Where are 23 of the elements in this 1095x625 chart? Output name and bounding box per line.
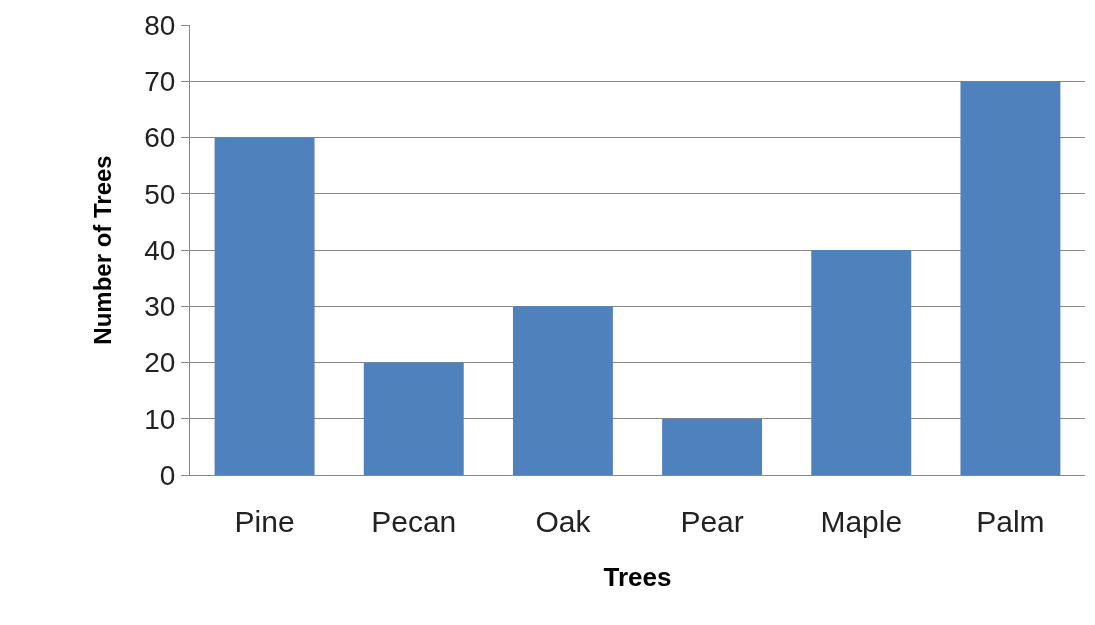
x-axis-title: Trees (603, 561, 672, 592)
bar (811, 250, 912, 475)
y-tick-label: 70 (144, 66, 176, 98)
y-tick-label: 80 (144, 9, 176, 41)
y-axis-title: Number of Trees (89, 155, 117, 345)
x-tick-label: Pecan (371, 505, 457, 538)
x-tick-label: Palm (976, 505, 1045, 538)
y-tick-label: 30 (144, 291, 176, 323)
x-tick-label: Oak (535, 505, 592, 538)
bar (214, 137, 315, 475)
bar (363, 362, 464, 475)
y-tick-label: 60 (144, 122, 176, 154)
bar (960, 81, 1061, 475)
x-tick-label: Pine (234, 505, 295, 538)
bar (512, 306, 613, 475)
y-tick-label: 20 (144, 347, 176, 379)
bar (662, 418, 763, 475)
y-tick-label: 50 (144, 178, 176, 210)
x-tick-label: Pear (680, 505, 744, 538)
x-tick-label: Maple (820, 505, 903, 538)
y-tick-label: 0 (159, 459, 176, 491)
y-tick-label: 40 (144, 234, 176, 266)
y-tick-label: 10 (144, 403, 176, 435)
